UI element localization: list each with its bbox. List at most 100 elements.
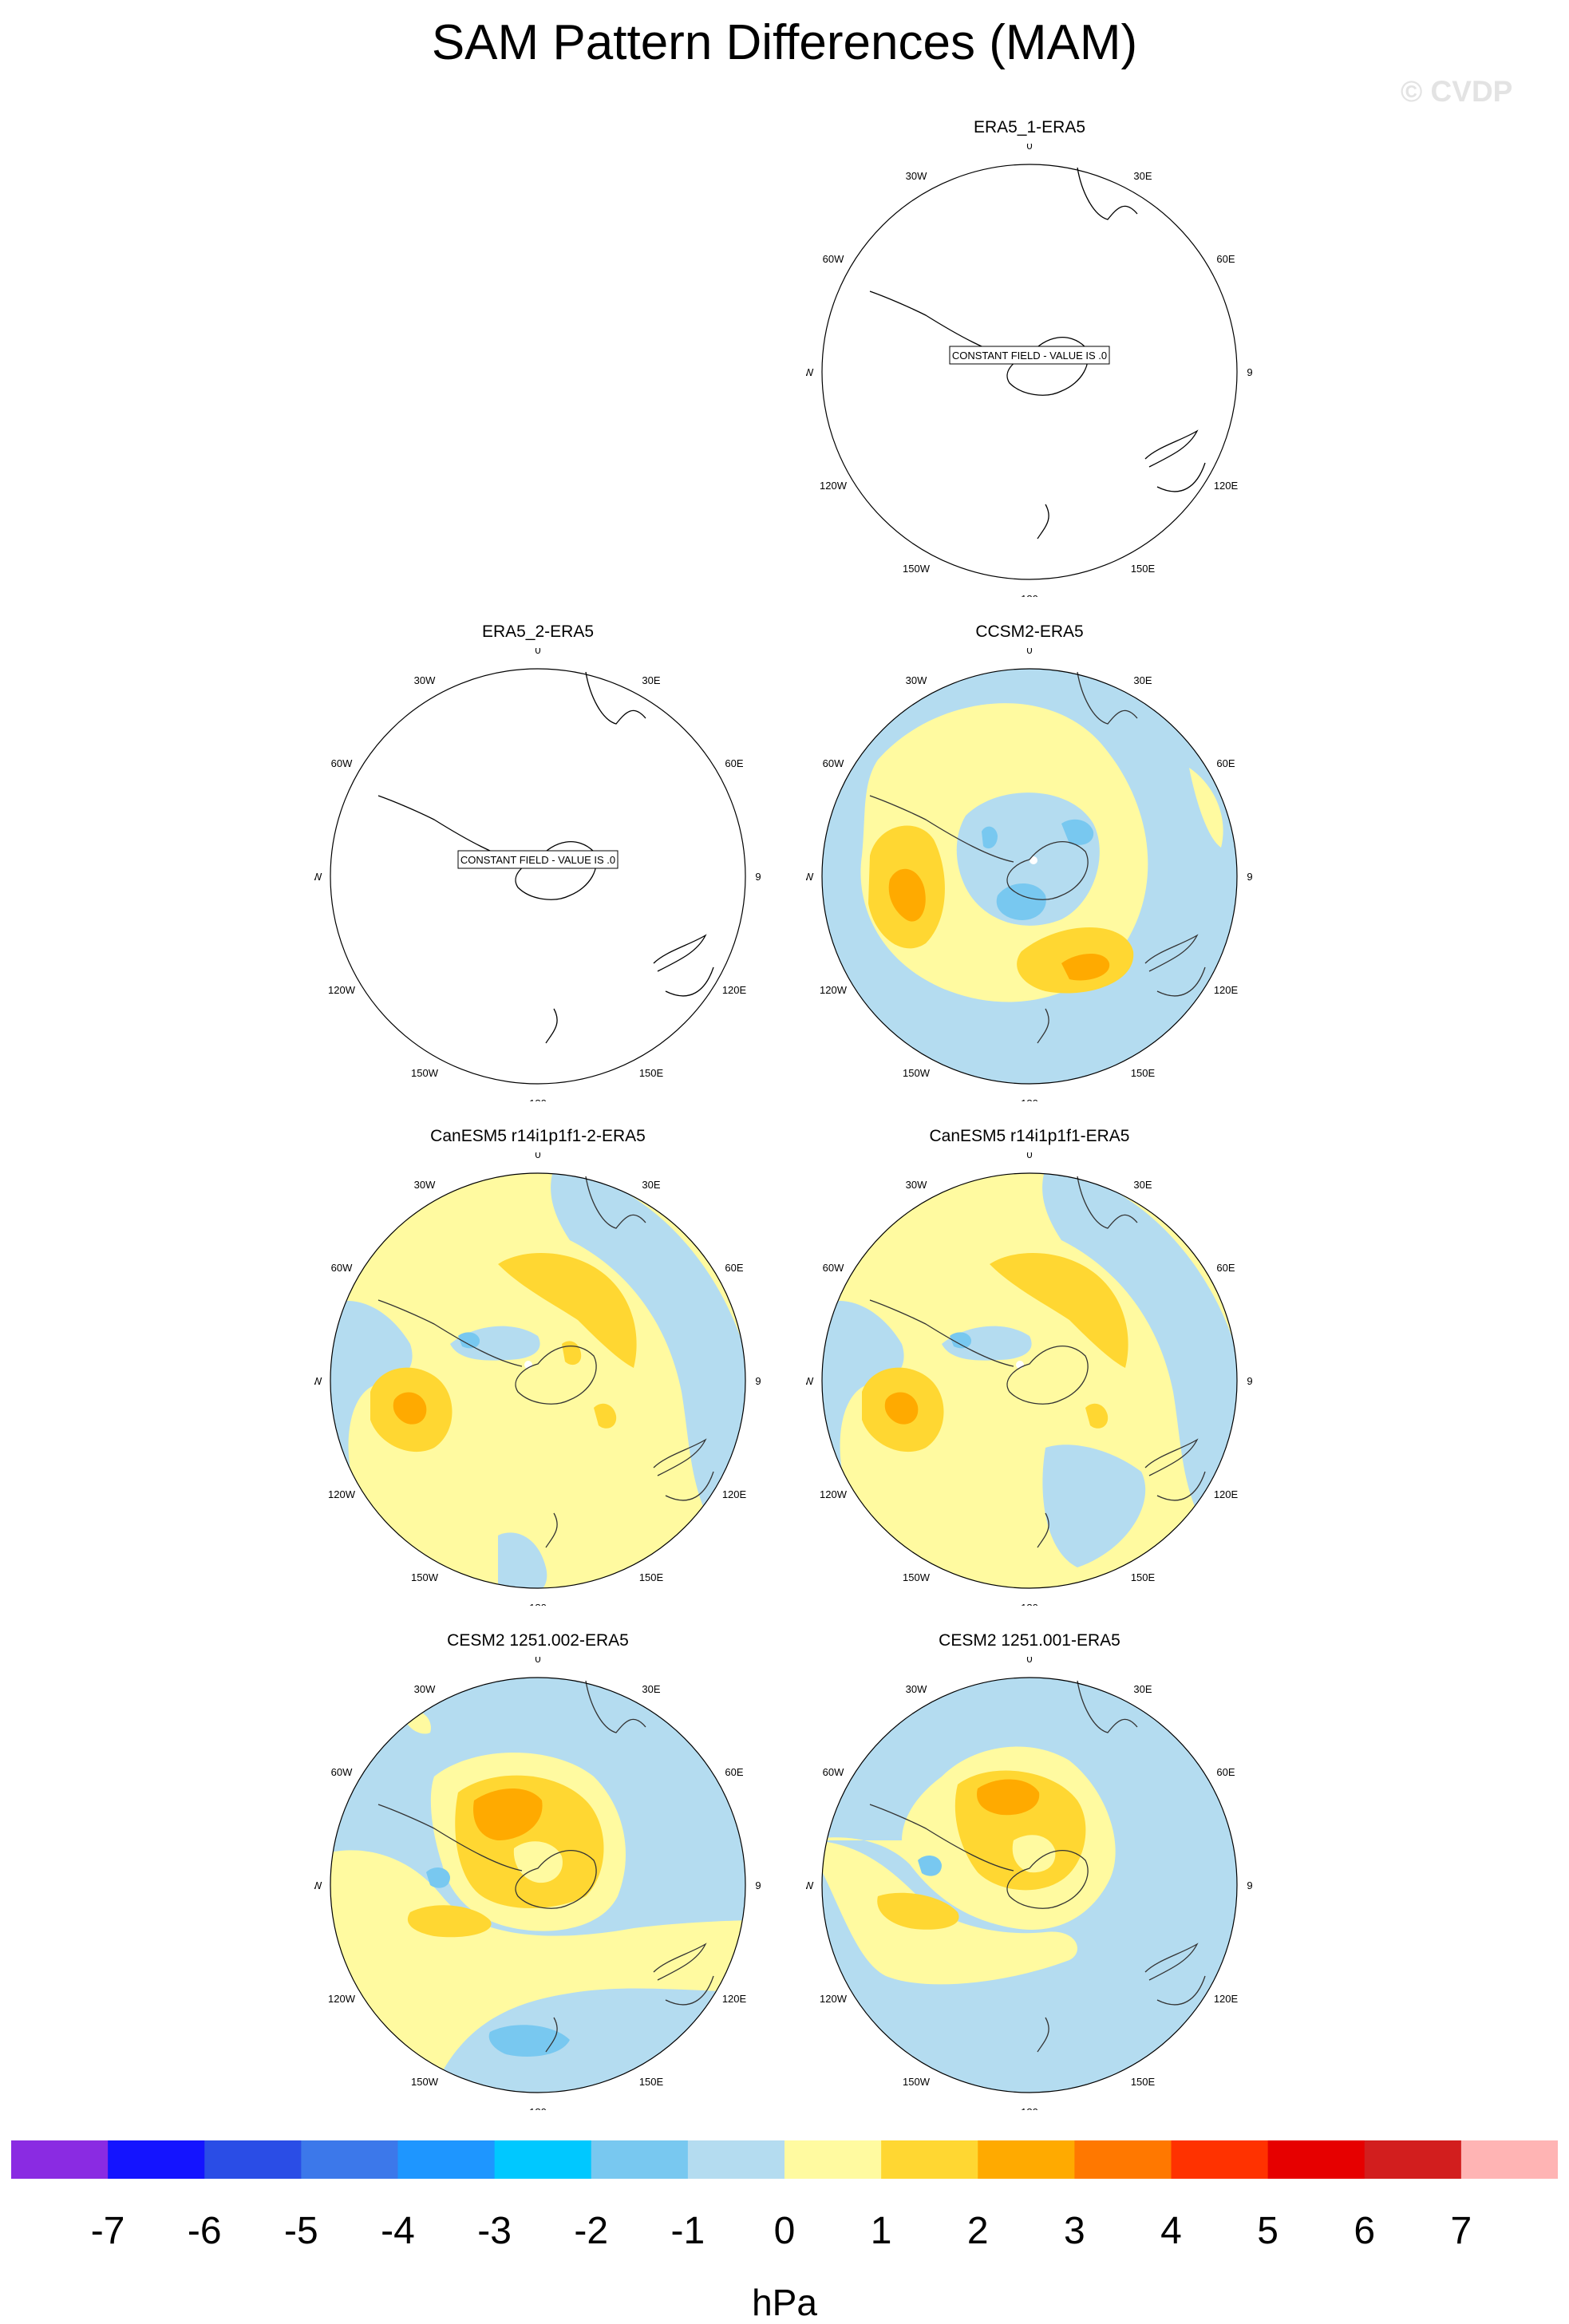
longitude-label: 60E — [1216, 1766, 1235, 1778]
panel-title: ERA5_2-ERA5 — [481, 622, 595, 641]
longitude-label: 90W — [806, 1879, 814, 1891]
colorbar-swatch — [784, 2140, 882, 2179]
map-panel-ccsm2: CCSM2-ERA5 0 30E 60E 90E 120E 150E 180 150W 120W… — [806, 622, 1253, 1101]
longitude-label: 30W — [906, 170, 927, 182]
colorbar-swatch — [591, 2140, 689, 2179]
colorbar-swatch — [881, 2140, 978, 2179]
longitude-label: 0 — [535, 1152, 540, 1160]
longitude-label: 180 — [529, 2106, 547, 2110]
longitude-label: 30W — [414, 1179, 436, 1191]
longitude-label: 60E — [725, 757, 743, 769]
colorbar-swatch — [1460, 2140, 1558, 2179]
longitude-label: 60E — [725, 1262, 743, 1274]
longitude-label: 90E — [755, 1375, 761, 1387]
longitude-label: 90E — [1247, 1375, 1253, 1387]
longitude-label: 120E — [1214, 1993, 1239, 2005]
colorbar-tick-label: 6 — [1354, 2210, 1376, 2252]
longitude-label: 60W — [331, 1262, 353, 1274]
colorbar-swatch — [204, 2140, 302, 2179]
longitude-label: 90W — [314, 1879, 322, 1891]
longitude-label: 30E — [642, 674, 660, 686]
colorbar-tick-label: 4 — [1160, 2210, 1182, 2252]
longitude-label: 120E — [722, 1488, 747, 1500]
longitude-label: 90W — [806, 871, 814, 883]
colorbar-swatch — [11, 2140, 109, 2179]
longitude-label: 30W — [906, 674, 927, 686]
longitude-label: 180 — [1021, 593, 1038, 597]
map-panel-cesm2-002: CESM2 1251.002-ERA5 0 30E 60E 90E 120E 150E 18… — [314, 1631, 761, 2110]
longitude-label: 120E — [1214, 1488, 1239, 1500]
colorbar-swatch — [494, 2140, 592, 2179]
map-panel-canesm5: CanESM5 r14i1p1f1-ERA5 0 30E 60E 90E 120E 150… — [806, 1127, 1253, 1606]
longitude-label: 150E — [639, 1067, 664, 1079]
longitude-label: 30E — [1133, 1683, 1152, 1695]
longitude-label: 120W — [328, 984, 356, 996]
panel-title: CanESM5 r14i1p1f1-ERA5 — [929, 1127, 1130, 1145]
longitude-label: 60W — [823, 253, 844, 265]
colorbar-tick-label: -7 — [90, 2210, 125, 2252]
longitude-label: 120E — [722, 1993, 747, 2005]
longitude-label: 120W — [328, 1488, 356, 1500]
panel-title: CanESM5 r14i1p1f1-2-ERA5 — [430, 1127, 646, 1145]
longitude-label: 90W — [314, 871, 322, 883]
colorbar-swatch — [687, 2140, 785, 2179]
longitude-label: 60W — [823, 1766, 844, 1778]
longitude-label: 90W — [806, 1375, 814, 1387]
colorbar-tick-label: 7 — [1450, 2210, 1472, 2252]
longitude-label: 30E — [1133, 674, 1152, 686]
longitude-label: 30W — [906, 1683, 927, 1695]
longitude-label: 90E — [1247, 366, 1253, 378]
longitude-label: 120W — [820, 1993, 848, 2005]
longitude-label: 150E — [1131, 1067, 1156, 1079]
colorbar — [11, 2140, 1558, 2179]
colorbar-tick-label: 2 — [966, 2210, 989, 2252]
polar-map: 0 30E 60E 90E 120E 150E 180 150W 120W 90W 60W 30W C… — [314, 648, 761, 1101]
panel-title: CESM2 1251.002-ERA5 — [447, 1631, 629, 1650]
longitude-label: 120E — [1214, 480, 1239, 492]
constant-field-label: CONSTANT FIELD - VALUE IS .0 — [952, 350, 1107, 362]
longitude-label: 150W — [903, 2076, 931, 2088]
longitude-label: 120W — [328, 1993, 356, 2005]
polar-map: 0 30E 60E 90E 120E 150E 180 150W 120W 90W 60W 30W — [314, 1152, 761, 1606]
colorbar-tick-label: -2 — [574, 2210, 609, 2252]
colorbar-tick-label: 3 — [1064, 2210, 1085, 2252]
longitude-label: 60E — [1216, 757, 1235, 769]
longitude-label: 120E — [722, 984, 747, 996]
longitude-label: 90E — [755, 1879, 761, 1891]
panel-title: ERA5_1-ERA5 — [973, 118, 1086, 136]
panel-title: CESM2 1251.001-ERA5 — [939, 1631, 1120, 1650]
longitude-label: 120E — [1214, 984, 1239, 996]
longitude-label: 120W — [820, 1488, 848, 1500]
longitude-label: 150E — [1131, 1571, 1156, 1583]
polar-map: 0 30E 60E 90E 120E 150E 180 150W 120W 90W 60W 30W — [806, 1152, 1253, 1606]
longitude-label: 150W — [903, 563, 931, 575]
longitude-label: 150E — [639, 1571, 664, 1583]
longitude-label: 60W — [331, 757, 353, 769]
map-panel-era5-2: ERA5_2-ERA5 0 30E 60E 90E 120E 150E 180 150W 120… — [314, 622, 761, 1101]
longitude-label: 120W — [820, 984, 848, 996]
colorbar-tick-label: -1 — [670, 2210, 705, 2252]
colorbar-tick-label: -3 — [477, 2210, 512, 2252]
colorbar-swatch — [1364, 2140, 1462, 2179]
longitude-label: 30W — [414, 674, 436, 686]
longitude-label: 30E — [1133, 1179, 1152, 1191]
polar-map: 0 30E 60E 90E 120E 150E 180 150W 120W 90W 60W 30W — [314, 1657, 761, 2110]
colorbar-tick-label: -4 — [381, 2210, 415, 2252]
longitude-label: 30E — [1133, 170, 1152, 182]
longitude-label: 60E — [725, 1766, 743, 1778]
colorbar-swatch — [397, 2140, 496, 2179]
longitude-label: 150W — [903, 1571, 931, 1583]
longitude-label: 0 — [1026, 144, 1032, 152]
longitude-label: 180 — [1021, 2106, 1038, 2110]
longitude-label: 30E — [642, 1683, 660, 1695]
longitude-label: 150E — [1131, 563, 1156, 575]
longitude-label: 60W — [823, 1262, 844, 1274]
colorbar-tick-label: -6 — [187, 2210, 222, 2252]
colorbar-tick-label: 1 — [870, 2210, 892, 2252]
longitude-label: 90E — [1247, 871, 1253, 883]
longitude-label: 60E — [1216, 253, 1235, 265]
watermark: © CVDP — [1401, 75, 1513, 108]
longitude-label: 60W — [331, 1766, 353, 1778]
units-label: hPa — [752, 2282, 817, 2323]
longitude-label: 60E — [1216, 1262, 1235, 1274]
